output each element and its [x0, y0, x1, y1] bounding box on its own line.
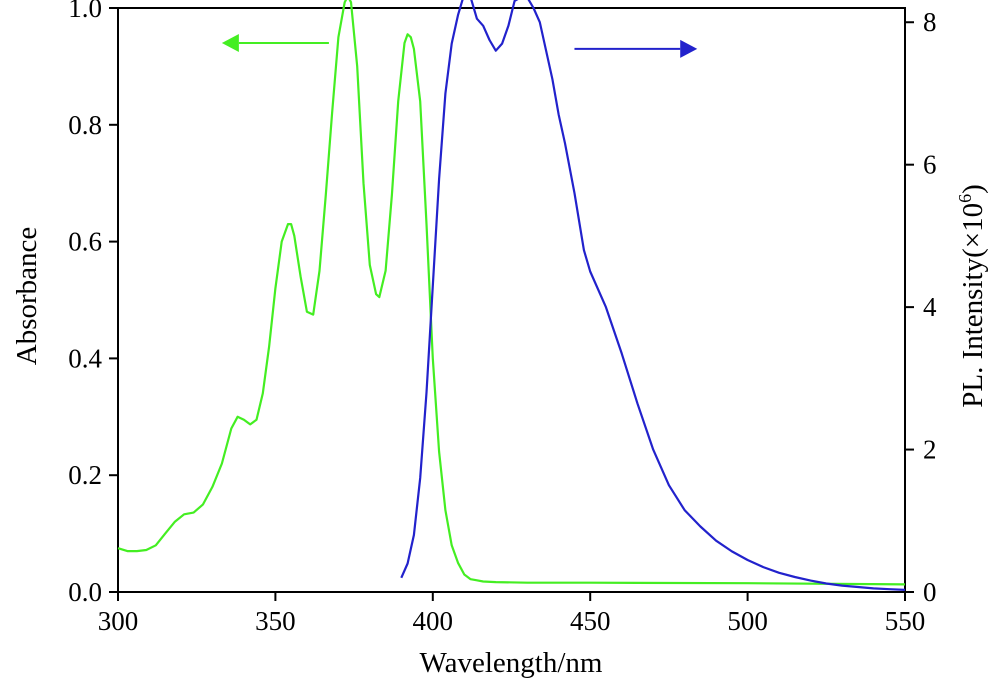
x-tick-label: 550: [885, 606, 926, 636]
x-tick-label: 500: [727, 606, 768, 636]
y-right-tick-label: 2: [923, 435, 937, 465]
y-right-tick-label: 8: [923, 7, 937, 37]
y-axis-right-title: PL. Intensity(×106): [955, 184, 989, 408]
y-axis-right-title-main: PL. Intensity(×10: [957, 203, 989, 408]
y-axis-right: 0 2 4 6 8: [905, 7, 937, 607]
x-tick-label: 350: [255, 606, 296, 636]
arrow-right-head: [680, 39, 698, 58]
pl-intensity-line: [400, 0, 906, 591]
y-left-tick-label: 0.0: [68, 577, 102, 607]
y-axis-right-title-exponent: 6: [955, 194, 975, 203]
plot-border: [117, 7, 906, 593]
x-tick-label: 450: [570, 606, 611, 636]
y-right-tick-label: 0: [923, 577, 937, 607]
y-right-tick-label: 6: [923, 150, 937, 180]
x-axis: 300 350 400 450 500 550: [98, 592, 926, 636]
x-tick-label: 400: [413, 606, 454, 636]
x-tick-label: 300: [98, 606, 139, 636]
series-layer: [117, 0, 906, 591]
y-left-tick-label: 0.2: [68, 460, 102, 490]
y-axis-left-title: Absorbance: [11, 227, 43, 366]
y-left-tick-label: 0.6: [68, 227, 102, 257]
x-axis-title: Wavelength/nm: [420, 647, 603, 679]
y-axis-left: 0.0 0.2 0.4 0.6 0.8 1.0: [68, 0, 118, 607]
y-axis-right-title-close: ): [957, 184, 989, 194]
y-left-tick-label: 0.4: [68, 343, 102, 373]
y-left-tick-label: 0.8: [68, 110, 102, 140]
y-right-tick-label: 4: [923, 292, 937, 322]
plot-frame: [117, 7, 906, 593]
absorbance-line: [117, 0, 906, 586]
y-left-tick-label: 1.0: [68, 0, 102, 23]
arrow-left-head: [221, 34, 239, 53]
annotations: [221, 34, 698, 58]
